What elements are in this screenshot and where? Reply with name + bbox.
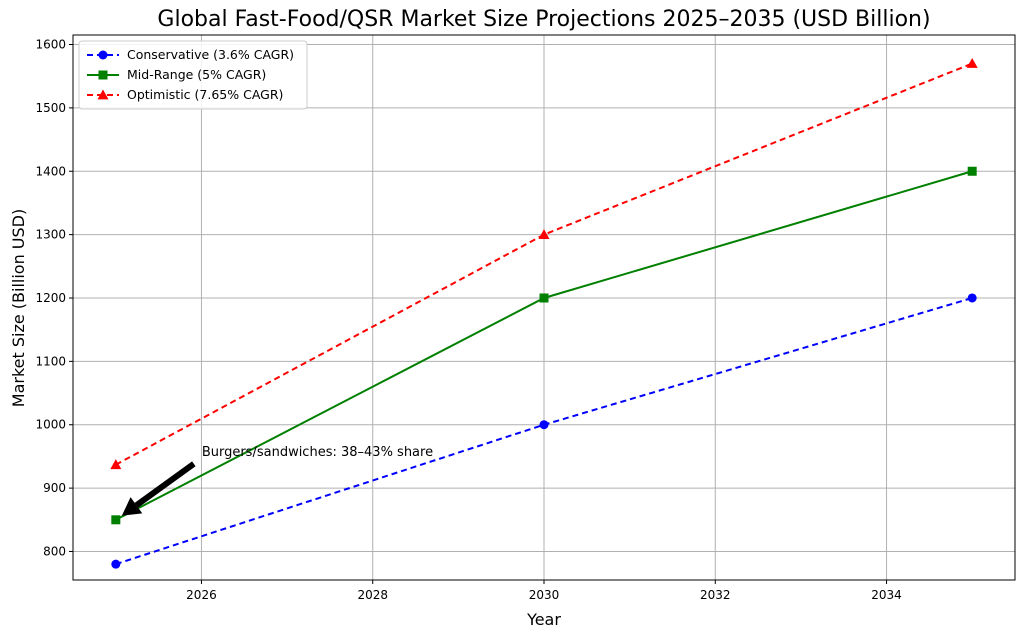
legend-label: Mid-Range (5% CAGR) [127, 67, 266, 82]
y-tick-label: 900 [43, 481, 66, 495]
data-point [539, 293, 549, 303]
x-tick-label: 2034 [871, 588, 902, 602]
x-axis-label: Year [526, 610, 561, 629]
series-line [115, 62, 973, 466]
series-layer [110, 58, 978, 569]
y-tick-label: 800 [43, 544, 66, 558]
x-tick-label: 2026 [186, 588, 217, 602]
y-tick-label: 1300 [35, 228, 66, 242]
legend-box [78, 40, 308, 110]
x-tick-label: 2028 [357, 588, 388, 602]
y-tick-label: 1500 [35, 101, 66, 115]
data-point [538, 229, 550, 240]
legend-marker [98, 50, 108, 60]
data-point [967, 166, 977, 176]
data-point [539, 420, 549, 430]
y-tick-label: 1000 [35, 418, 66, 432]
x-tick-label: 2032 [700, 588, 731, 602]
data-point [111, 515, 121, 525]
legend: Conservative (3.6% CAGR) Mid-Range (5% CA… [78, 40, 308, 110]
legend-label: Optimistic (7.65% CAGR) [127, 87, 283, 102]
legend-marker [98, 70, 108, 80]
annotation-arrow-head [121, 497, 143, 516]
chart-title: Global Fast-Food/QSR Market Size Project… [157, 7, 930, 32]
annotation-layer: Burgers/sandwiches: 38–43% share [121, 445, 433, 516]
y-tick-label: 1400 [35, 164, 66, 178]
data-point [966, 58, 978, 68]
y-tick-label: 1200 [35, 291, 66, 305]
axis-ticks: 2026 2028 2030 2032 2034 800 900 1000 1100 1200 13… [35, 38, 901, 602]
y-axis-label: Market Size (Billion USD) [9, 209, 28, 407]
y-tick-label: 1100 [35, 354, 66, 368]
legend-marker [97, 89, 109, 100]
annotation-text: Burgers/sandwiches: 38–43% share [202, 445, 433, 460]
data-point [967, 293, 977, 303]
y-tick-label: 1600 [35, 38, 66, 52]
data-point [110, 459, 122, 470]
grid-lines [73, 35, 1015, 580]
annotation-arrow-shaft [134, 461, 196, 508]
data-point [111, 559, 121, 569]
x-tick-label: 2030 [529, 588, 560, 602]
legend-label: Conservative (3.6% CAGR) [127, 47, 294, 62]
